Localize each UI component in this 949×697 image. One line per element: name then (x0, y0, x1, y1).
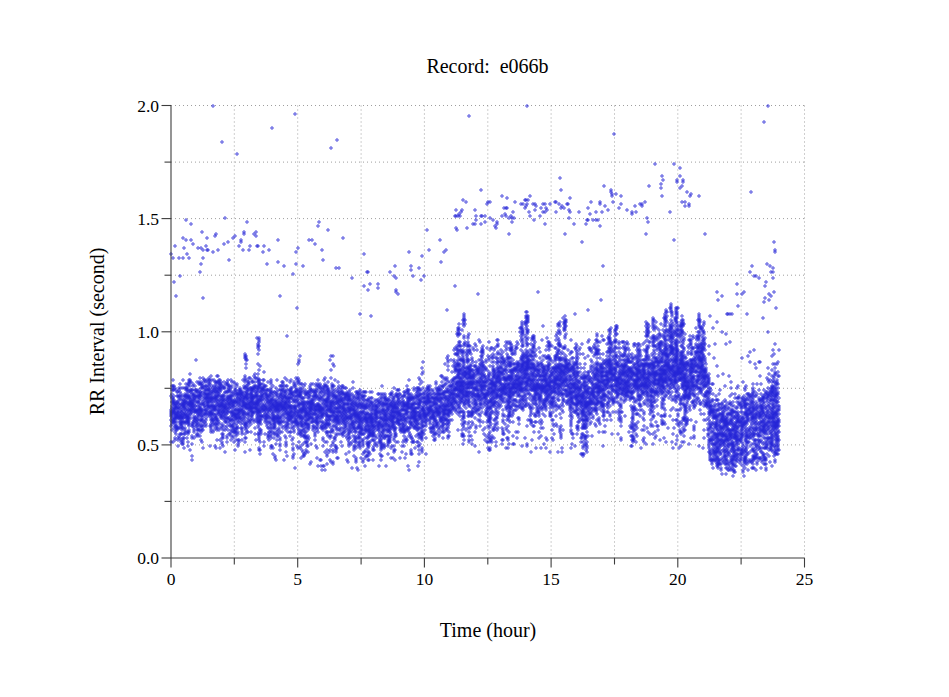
svg-text:Time (hour): Time (hour) (440, 619, 536, 642)
svg-text:1.0: 1.0 (137, 322, 159, 342)
svg-text:RR Interval (second): RR Interval (second) (86, 248, 109, 416)
svg-text:5: 5 (293, 569, 302, 589)
svg-text:15: 15 (542, 569, 560, 589)
svg-text:10: 10 (416, 569, 434, 589)
svg-text:2.0: 2.0 (137, 96, 159, 116)
svg-text:20: 20 (669, 569, 687, 589)
svg-text:0: 0 (167, 569, 176, 589)
svg-text:0.0: 0.0 (137, 548, 159, 568)
svg-text:Record: e066b: Record: e066b (426, 55, 548, 77)
svg-text:25: 25 (796, 569, 814, 589)
svg-text:0.5: 0.5 (137, 435, 159, 455)
svg-text:1.5: 1.5 (137, 209, 159, 229)
